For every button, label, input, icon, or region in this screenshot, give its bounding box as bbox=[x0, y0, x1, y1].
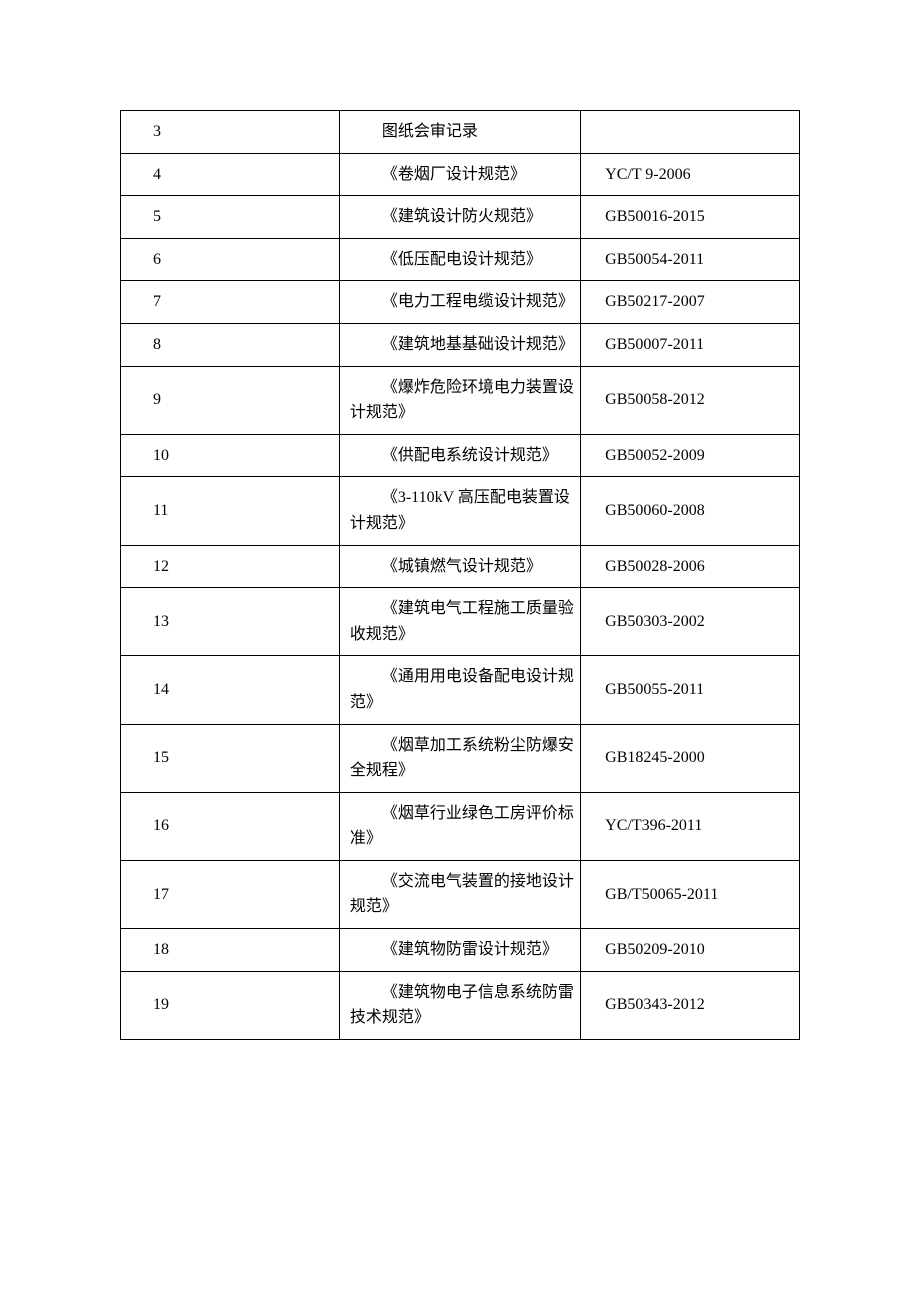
cell-code bbox=[581, 111, 800, 154]
standards-table: 3图纸会审记录4《卷烟厂设计规范》YC/T 9-20065《建筑设计防火规范》G… bbox=[120, 110, 800, 1040]
cell-name: 《烟草加工系统粉尘防爆安全规程》 bbox=[339, 724, 580, 792]
table-row: 16《烟草行业绿色工房评价标准》YC/T396-2011 bbox=[121, 792, 800, 860]
cell-name: 《电力工程电缆设计规范》 bbox=[339, 281, 580, 324]
cell-name: 《3-110kV 高压配电装置设计规范》 bbox=[339, 477, 580, 545]
cell-number: 5 bbox=[121, 196, 340, 239]
table-row: 3图纸会审记录 bbox=[121, 111, 800, 154]
cell-number: 11 bbox=[121, 477, 340, 545]
cell-name: 《低压配电设计规范》 bbox=[339, 238, 580, 281]
cell-number: 15 bbox=[121, 724, 340, 792]
table-row: 9《爆炸危险环境电力装置设计规范》GB50058-2012 bbox=[121, 366, 800, 434]
cell-code: GB50209-2010 bbox=[581, 929, 800, 972]
cell-code: GB50007-2011 bbox=[581, 323, 800, 366]
cell-code: YC/T 9-2006 bbox=[581, 153, 800, 196]
cell-number: 13 bbox=[121, 588, 340, 656]
table-row: 17《交流电气装置的接地设计规范》GB/T50065-2011 bbox=[121, 860, 800, 928]
cell-name: 《交流电气装置的接地设计规范》 bbox=[339, 860, 580, 928]
table-row: 10《供配电系统设计规范》GB50052-2009 bbox=[121, 434, 800, 477]
table-row: 19《建筑物电子信息系统防雷技术规范》GB50343-2012 bbox=[121, 971, 800, 1039]
cell-name: 《供配电系统设计规范》 bbox=[339, 434, 580, 477]
table-row: 15《烟草加工系统粉尘防爆安全规程》GB18245-2000 bbox=[121, 724, 800, 792]
cell-code: GB50016-2015 bbox=[581, 196, 800, 239]
cell-number: 4 bbox=[121, 153, 340, 196]
cell-number: 16 bbox=[121, 792, 340, 860]
table-row: 18《建筑物防雷设计规范》GB50209-2010 bbox=[121, 929, 800, 972]
cell-number: 3 bbox=[121, 111, 340, 154]
table-container: 3图纸会审记录4《卷烟厂设计规范》YC/T 9-20065《建筑设计防火规范》G… bbox=[120, 110, 800, 1040]
cell-name: 《烟草行业绿色工房评价标准》 bbox=[339, 792, 580, 860]
cell-name: 《建筑设计防火规范》 bbox=[339, 196, 580, 239]
cell-code: GB18245-2000 bbox=[581, 724, 800, 792]
cell-code: GB50028-2006 bbox=[581, 545, 800, 588]
cell-name: 《建筑物防雷设计规范》 bbox=[339, 929, 580, 972]
cell-name: 《卷烟厂设计规范》 bbox=[339, 153, 580, 196]
table-row: 13《建筑电气工程施工质量验收规范》GB50303-2002 bbox=[121, 588, 800, 656]
cell-number: 10 bbox=[121, 434, 340, 477]
table-row: 7《电力工程电缆设计规范》GB50217-2007 bbox=[121, 281, 800, 324]
cell-name: 《建筑电气工程施工质量验收规范》 bbox=[339, 588, 580, 656]
cell-name: 图纸会审记录 bbox=[339, 111, 580, 154]
cell-name: 《建筑物电子信息系统防雷技术规范》 bbox=[339, 971, 580, 1039]
cell-code: GB50052-2009 bbox=[581, 434, 800, 477]
cell-name: 《通用用电设备配电设计规范》 bbox=[339, 656, 580, 724]
cell-name: 《城镇燃气设计规范》 bbox=[339, 545, 580, 588]
cell-code: GB50058-2012 bbox=[581, 366, 800, 434]
cell-code: GB50343-2012 bbox=[581, 971, 800, 1039]
cell-name: 《爆炸危险环境电力装置设计规范》 bbox=[339, 366, 580, 434]
cell-code: GB50217-2007 bbox=[581, 281, 800, 324]
cell-number: 17 bbox=[121, 860, 340, 928]
cell-name: 《建筑地基基础设计规范》 bbox=[339, 323, 580, 366]
cell-code: GB50055-2011 bbox=[581, 656, 800, 724]
cell-code: GB/T50065-2011 bbox=[581, 860, 800, 928]
table-row: 8《建筑地基基础设计规范》GB50007-2011 bbox=[121, 323, 800, 366]
cell-number: 6 bbox=[121, 238, 340, 281]
cell-number: 9 bbox=[121, 366, 340, 434]
table-row: 11《3-110kV 高压配电装置设计规范》GB50060-2008 bbox=[121, 477, 800, 545]
cell-number: 7 bbox=[121, 281, 340, 324]
cell-code: YC/T396-2011 bbox=[581, 792, 800, 860]
table-row: 12《城镇燃气设计规范》GB50028-2006 bbox=[121, 545, 800, 588]
cell-code: GB50303-2002 bbox=[581, 588, 800, 656]
cell-number: 8 bbox=[121, 323, 340, 366]
table-row: 6《低压配电设计规范》GB50054-2011 bbox=[121, 238, 800, 281]
cell-code: GB50060-2008 bbox=[581, 477, 800, 545]
cell-number: 12 bbox=[121, 545, 340, 588]
cell-code: GB50054-2011 bbox=[581, 238, 800, 281]
table-row: 4《卷烟厂设计规范》YC/T 9-2006 bbox=[121, 153, 800, 196]
table-row: 14《通用用电设备配电设计规范》GB50055-2011 bbox=[121, 656, 800, 724]
cell-number: 18 bbox=[121, 929, 340, 972]
cell-number: 19 bbox=[121, 971, 340, 1039]
cell-number: 14 bbox=[121, 656, 340, 724]
table-body: 3图纸会审记录4《卷烟厂设计规范》YC/T 9-20065《建筑设计防火规范》G… bbox=[121, 111, 800, 1040]
table-row: 5《建筑设计防火规范》GB50016-2015 bbox=[121, 196, 800, 239]
